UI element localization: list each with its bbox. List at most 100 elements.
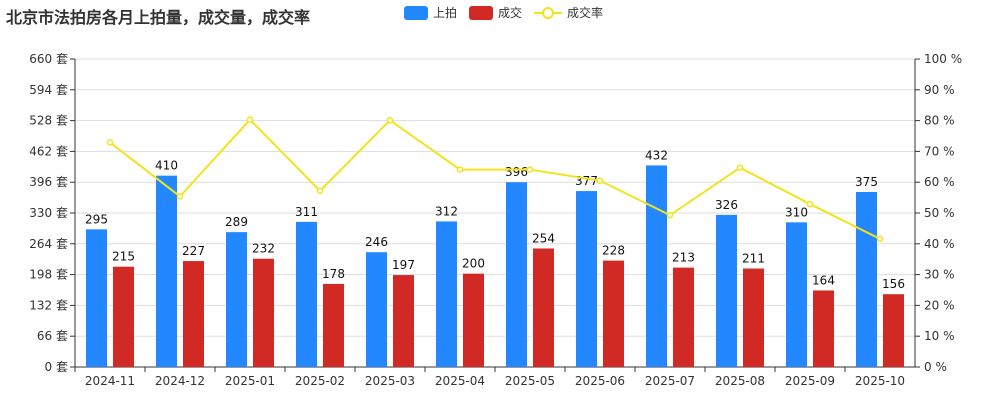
rate-point xyxy=(736,164,744,171)
y-left-tick-label: 396 套 xyxy=(29,175,68,189)
x-tick-label: 2025-10 xyxy=(855,374,905,388)
bar-sold xyxy=(323,283,344,367)
data-label: 164 xyxy=(812,273,835,287)
rate-point xyxy=(596,177,604,184)
x-tick-label: 2025-06 xyxy=(575,374,625,388)
x-tick-label: 2025-08 xyxy=(715,374,765,388)
rate-point xyxy=(106,139,114,146)
y-right-tick-label: 100 % xyxy=(924,52,962,66)
rate-point xyxy=(246,116,254,123)
bar-listed xyxy=(226,232,247,367)
x-tick-label: 2025-03 xyxy=(365,374,415,388)
data-label: 310 xyxy=(785,205,808,219)
rate-point xyxy=(666,211,674,219)
data-label: 215 xyxy=(112,250,135,264)
rate-line xyxy=(109,118,881,240)
data-label: 197 xyxy=(392,258,415,272)
y-left-tick-label: 528 套 xyxy=(29,114,68,128)
legend-label: 上拍 xyxy=(433,6,458,20)
legend-item-rate[interactable]: 成交率 xyxy=(534,4,603,21)
bar-sold xyxy=(183,261,204,367)
legend-line-icon xyxy=(534,6,563,19)
y-left-tick-label: 66 套 xyxy=(37,329,68,343)
legend-swatch xyxy=(469,5,494,20)
y-right-tick-label: 30 % xyxy=(924,268,955,282)
bar-listed xyxy=(716,214,737,367)
y-right-tick-label: 80 % xyxy=(924,114,955,128)
data-label: 326 xyxy=(715,198,738,212)
data-label: 377 xyxy=(575,174,598,188)
y-left-tick-label: 132 套 xyxy=(29,298,68,312)
bar-sold xyxy=(813,290,834,367)
x-tick-label: 2025-02 xyxy=(295,374,345,388)
data-label: 410 xyxy=(155,159,178,173)
data-label: 178 xyxy=(322,267,345,281)
x-tick-label: 2025-07 xyxy=(645,374,695,388)
bar-listed xyxy=(296,221,317,367)
y-left-tick-label: 660 套 xyxy=(29,52,68,66)
bar-sold xyxy=(393,275,414,367)
rate-point xyxy=(876,235,884,243)
chart-title: 北京市法拍房各月上拍量，成交量，成交率 xyxy=(6,8,311,27)
y-left-tick-label: 0 套 xyxy=(45,360,68,374)
legend-label: 成交率 xyxy=(567,6,604,20)
bar-listed xyxy=(856,192,877,367)
y-left-tick-label: 198 套 xyxy=(29,268,68,282)
bar-sold xyxy=(253,258,274,367)
y-left-tick-label: 264 套 xyxy=(29,237,68,251)
legend-item-sold[interactable]: 成交 xyxy=(469,4,522,21)
x-tick-label: 2024-12 xyxy=(155,374,205,388)
y-right-tick-label: 60 % xyxy=(924,175,955,189)
bar-listed xyxy=(576,191,597,367)
bar-listed xyxy=(86,229,107,367)
data-label: 432 xyxy=(645,148,668,162)
x-tick-label: 2025-01 xyxy=(225,374,275,388)
rate-point xyxy=(456,166,464,173)
y-right-tick-label: 20 % xyxy=(924,298,955,312)
data-label: 289 xyxy=(225,215,248,229)
data-label: 311 xyxy=(295,205,318,219)
bar-sold xyxy=(673,267,694,367)
data-label: 254 xyxy=(532,231,555,245)
data-label: 295 xyxy=(85,212,108,226)
rate-point xyxy=(526,166,534,173)
bar-sold xyxy=(883,294,904,367)
legend-label: 成交 xyxy=(498,6,523,20)
x-tick-label: 2024-11 xyxy=(85,374,135,388)
data-label: 312 xyxy=(435,204,458,218)
y-right-tick-label: 90 % xyxy=(924,83,955,97)
rate-point xyxy=(386,117,394,124)
bar-sold xyxy=(743,268,764,367)
legend: 上拍 成交 成交率 xyxy=(404,4,615,21)
legend-swatch xyxy=(404,5,428,20)
bar-listed xyxy=(366,252,387,367)
y-right-tick-label: 10 % xyxy=(924,329,955,343)
data-label: 156 xyxy=(882,277,905,291)
bar-sold xyxy=(113,266,134,367)
y-right-tick-label: 50 % xyxy=(924,206,955,220)
x-tick-label: 2025-04 xyxy=(435,374,485,388)
y-right-tick-label: 0 % xyxy=(924,360,947,374)
bar-sold xyxy=(533,248,554,367)
y-right-tick-label: 70 % xyxy=(924,144,955,158)
rate-point xyxy=(806,200,814,208)
data-label: 211 xyxy=(742,252,765,266)
bar-listed xyxy=(436,221,457,367)
y-left-tick-label: 330 套 xyxy=(29,206,68,220)
legend-item-listed[interactable]: 上拍 xyxy=(404,4,457,21)
y-left-tick-label: 594 套 xyxy=(29,83,68,97)
y-left-tick-label: 462 套 xyxy=(29,144,68,158)
bar-listed xyxy=(646,165,667,367)
x-tick-label: 2025-05 xyxy=(505,374,555,388)
bar-listed xyxy=(506,182,527,367)
data-label: 396 xyxy=(505,165,528,179)
data-label: 232 xyxy=(252,242,275,256)
rate-point xyxy=(316,187,324,195)
data-label: 227 xyxy=(182,244,205,258)
bar-sold xyxy=(603,260,624,367)
data-label: 375 xyxy=(855,175,878,189)
data-label: 213 xyxy=(672,251,695,265)
x-tick-label: 2025-09 xyxy=(785,374,835,388)
